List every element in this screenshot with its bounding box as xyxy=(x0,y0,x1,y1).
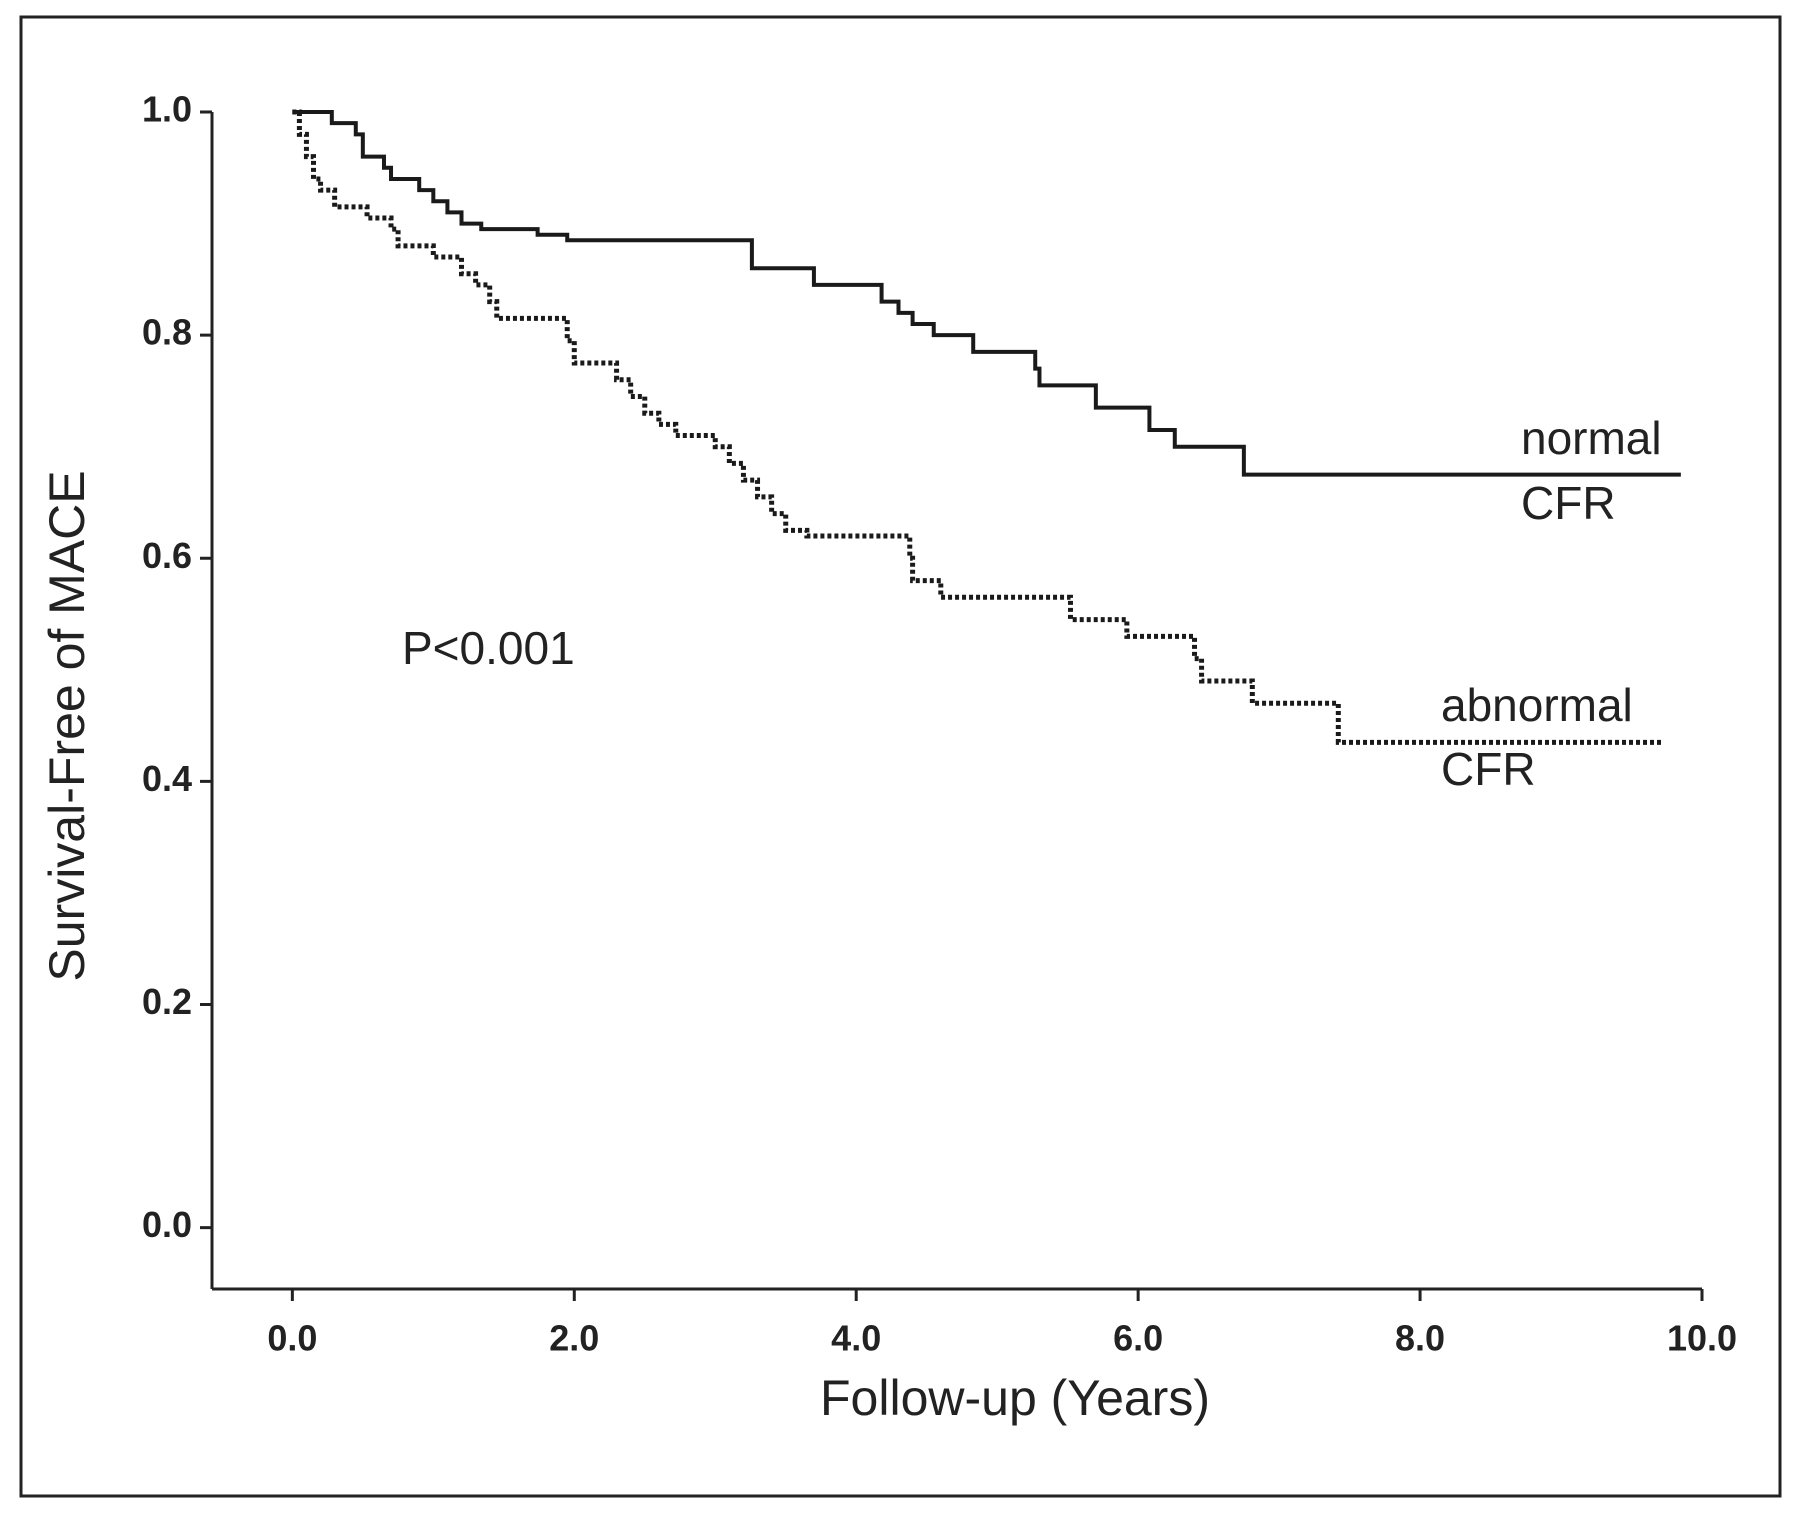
x-tick-label: 4.0 xyxy=(831,1318,881,1359)
y-tick-label: 0.8 xyxy=(142,312,192,353)
y-tick-label: 0.0 xyxy=(142,1204,192,1245)
survival-curve xyxy=(292,110,1681,477)
y-tick-label: 0.2 xyxy=(142,981,192,1022)
frame xyxy=(19,15,1782,1498)
x-tick-label: 8.0 xyxy=(1395,1318,1445,1359)
y-axis-title: Survival-Free of MACE xyxy=(39,470,95,981)
series-label: CFR xyxy=(1441,743,1536,795)
series-label: CFR xyxy=(1521,477,1616,529)
annotation: P<0.001 xyxy=(402,622,575,674)
y-tick-label: 0.6 xyxy=(142,535,192,576)
x-tick-label: 2.0 xyxy=(549,1318,599,1359)
x-tick-label: 0.0 xyxy=(267,1318,317,1359)
series-label: abnormal xyxy=(1441,679,1633,731)
x-tick-label: 6.0 xyxy=(1113,1318,1163,1359)
y-tick-label: 0.4 xyxy=(142,758,192,799)
y-tick-label: 1.0 xyxy=(142,89,192,130)
x-tick-label: 10.0 xyxy=(1667,1318,1737,1359)
series-label: normal xyxy=(1521,412,1662,464)
survival-curve xyxy=(292,109,1664,745)
x-axis-title: Follow-up (Years) xyxy=(820,1370,1210,1426)
